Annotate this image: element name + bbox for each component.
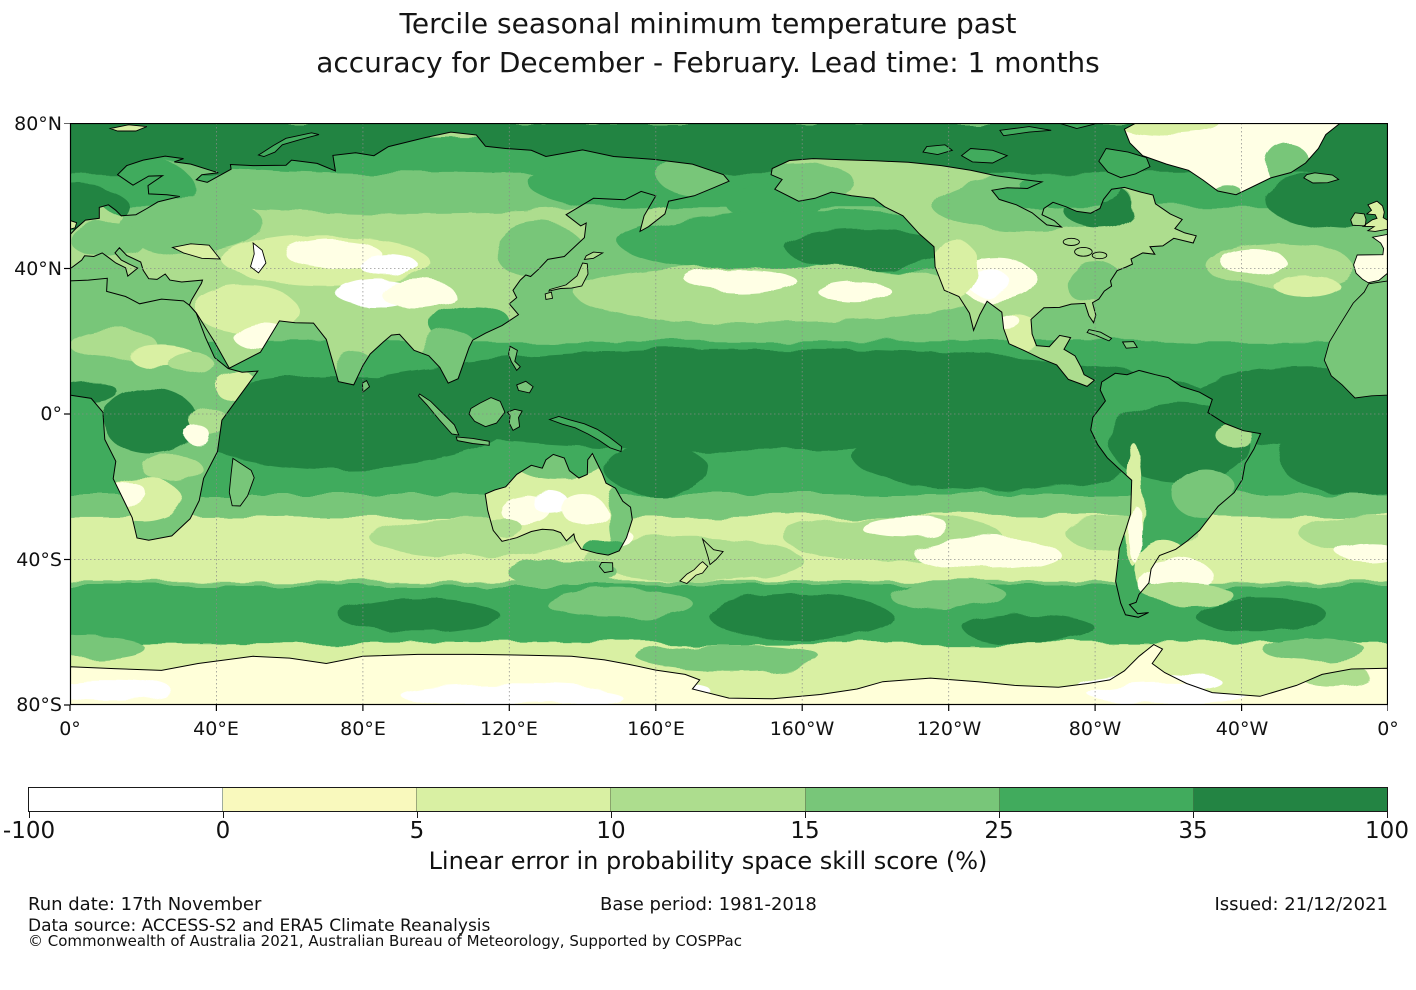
- x-axis-label-40e: 40°E: [193, 718, 239, 740]
- colorbar-segment: [29, 788, 224, 811]
- x-axis-label-160e: 160°E: [627, 718, 685, 740]
- y-axis-label-40n: 40°N: [14, 258, 62, 280]
- x-axis-label-80e: 80°E: [340, 718, 386, 740]
- x-axis-label-40w: 40°W: [1215, 718, 1269, 740]
- chart-title: Tercile seasonal minimum temperature pas…: [0, 4, 1416, 82]
- colorbar-tick: [416, 812, 418, 818]
- colorbar-segment: [805, 788, 1000, 811]
- colorbar-tick-label: 5: [409, 818, 425, 844]
- colorbar-segment: [611, 788, 806, 811]
- colorbar-segment: [417, 788, 612, 811]
- colorbar-tick: [998, 812, 1000, 818]
- x-axis-label-80w: 80°W: [1068, 718, 1122, 740]
- colorbar-segment: [999, 788, 1194, 811]
- y-axis-label-0: 0°: [40, 403, 62, 425]
- colorbar-segment: [223, 788, 418, 811]
- colorbar-tick: [610, 812, 612, 818]
- chart-title-line2: accuracy for December - February. Lead t…: [316, 46, 1100, 79]
- y-axis-label-80s: 80°S: [16, 694, 62, 716]
- x-axis-label-0e: 0°: [59, 718, 81, 740]
- x-axis-label-120w: 120°W: [916, 718, 982, 740]
- colorbar-tick-label: 0: [215, 818, 231, 844]
- colorbar-segment: [1193, 788, 1387, 811]
- chart-title-line1: Tercile seasonal minimum temperature pas…: [399, 7, 1017, 40]
- colorbar-tick: [222, 812, 224, 818]
- issued-text: Issued: 21/12/2021: [1214, 894, 1388, 915]
- data-source-text: Data source: ACCESS-S2 and ERA5 Climate …: [28, 916, 491, 936]
- copyright-text: © Commonwealth of Australia 2021, Austra…: [28, 932, 742, 950]
- colorbar-tick: [804, 812, 806, 818]
- colorbar-tick-label: 100: [1365, 818, 1409, 844]
- colorbar-tick-label: 25: [984, 818, 1014, 844]
- colorbar-tick-label: 10: [596, 818, 626, 844]
- y-axis-label-80n: 80°N: [14, 113, 62, 135]
- colorbar-tick-label: -100: [2, 818, 56, 844]
- colorbar-tick: [28, 812, 30, 818]
- colorbar: [28, 787, 1388, 812]
- colorbar-axis-label: Linear error in probability space skill …: [428, 847, 988, 875]
- colorbar-tick: [1192, 812, 1194, 818]
- x-axis-label-0w: 0°: [1377, 718, 1399, 740]
- colorbar-tick-label: 15: [790, 818, 820, 844]
- y-axis-label-40s: 40°S: [16, 549, 62, 571]
- x-axis-label-160w: 160°W: [769, 718, 835, 740]
- base-period-text: Base period: 1981-2018: [600, 894, 817, 915]
- colorbar-tick-label: 35: [1178, 818, 1208, 844]
- run-date-text: Run date: 17th November: [28, 894, 262, 915]
- world-map: [64, 123, 1388, 711]
- colorbar-tick: [1386, 812, 1388, 818]
- x-axis-label-120e: 120°E: [480, 718, 538, 740]
